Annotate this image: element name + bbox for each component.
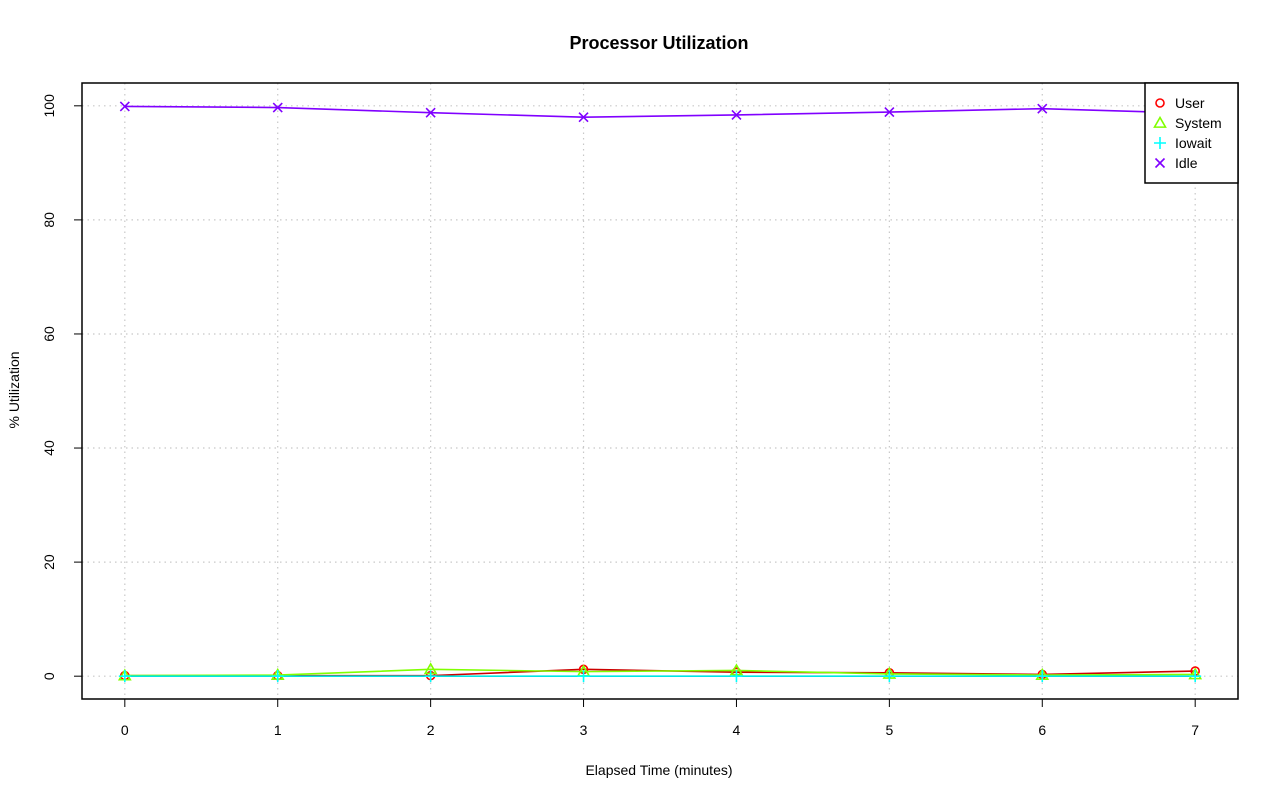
legend-marker-idle xyxy=(1154,157,1166,169)
legend-marker-iowait xyxy=(1154,137,1166,149)
y-tick-label: 20 xyxy=(41,554,57,570)
x-tick-label: 0 xyxy=(121,722,129,738)
axes: 0 1 2 3 4 5 6 7 0 20 40 60 80 100 xyxy=(41,82,1239,738)
series-line-system xyxy=(124,668,1196,677)
legend-label-idle: Idle xyxy=(1175,155,1198,171)
x-tick-label: 2 xyxy=(427,722,435,738)
y-tick-label: 100 xyxy=(41,94,57,118)
y-tick-label: 0 xyxy=(41,672,57,680)
data-point-idle xyxy=(425,107,436,118)
series-idle xyxy=(119,101,1201,123)
legend-label-iowait: Iowait xyxy=(1175,135,1212,151)
data-point-iowait xyxy=(1189,670,1202,683)
chart-title: Processor Utilization xyxy=(569,33,748,53)
data-point-idle xyxy=(1037,103,1048,114)
x-tick-label: 3 xyxy=(580,722,588,738)
data-point-idle xyxy=(731,109,742,121)
data-point-iowait xyxy=(424,670,437,683)
x-tick-label: 7 xyxy=(1191,722,1199,738)
data-point-iowait xyxy=(730,670,743,683)
y-tick-label: 80 xyxy=(41,212,57,228)
data-point-iowait xyxy=(271,670,284,683)
x-tick-label: 6 xyxy=(1038,722,1046,738)
data-point-iowait xyxy=(118,670,131,683)
data-point-iowait xyxy=(577,670,590,683)
grid xyxy=(82,83,1238,699)
y-tick-label: 40 xyxy=(41,440,57,456)
data-point-idle xyxy=(578,112,589,123)
series xyxy=(117,101,1203,683)
legend-marker-user xyxy=(1155,98,1165,108)
data-point-idle xyxy=(272,102,283,113)
data-point-idle xyxy=(884,107,895,118)
y-axis-label: % Utilization xyxy=(6,351,22,428)
legend: User System Iowait Idle xyxy=(1144,82,1239,184)
x-tick-label: 1 xyxy=(274,722,282,738)
legend-label-system: System xyxy=(1175,115,1222,131)
legend-marker-system xyxy=(1153,115,1167,128)
x-tick-label: 4 xyxy=(733,722,741,738)
x-tick-label: 5 xyxy=(885,722,893,738)
plot-frame xyxy=(81,82,1239,700)
legend-label-user: User xyxy=(1175,95,1205,111)
y-tick-label: 60 xyxy=(41,326,57,342)
series-iowait xyxy=(118,670,1202,683)
data-point-iowait xyxy=(883,670,896,683)
x-axis-label: Elapsed Time (minutes) xyxy=(585,762,732,778)
series-line-idle xyxy=(124,105,1196,119)
data-point-idle xyxy=(119,101,130,112)
data-point-iowait xyxy=(1036,670,1049,683)
